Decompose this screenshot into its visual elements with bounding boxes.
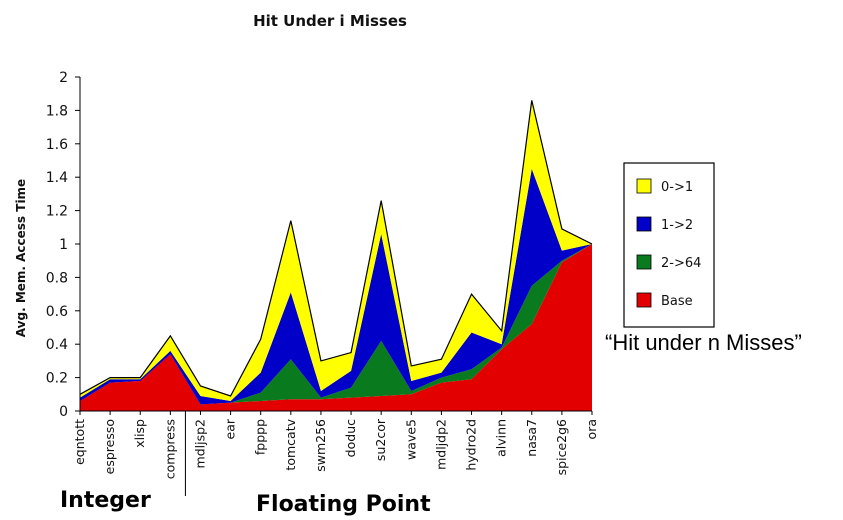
y-tick-label: 0 xyxy=(59,404,68,420)
x-tick-labels: eqntott espresso xlisp compress mdljsp2 ear fp… xyxy=(72,411,599,479)
x-tick-label-compress: compress xyxy=(162,419,177,479)
x-tick-label-fpppp: fpppp xyxy=(253,419,268,455)
stacked-areas xyxy=(79,100,593,411)
y-tick-label: 1.2 xyxy=(46,204,68,220)
chart-title: Hit Under i Misses xyxy=(253,12,407,30)
legend-label-2-64: 2->64 xyxy=(661,256,701,271)
area-series-0-1 xyxy=(80,100,592,401)
x-tick-label-doduc: doduc xyxy=(343,419,358,457)
x-tick-label-hydro2d: hydro2d xyxy=(464,419,479,471)
x-tick-label-mdljdp2: mdljdp2 xyxy=(433,419,448,470)
y-tick-label: 1.6 xyxy=(46,137,68,153)
total-outline xyxy=(79,100,593,397)
y-tick-label: 0.6 xyxy=(46,304,68,320)
x-tick-label-ear: ear xyxy=(223,418,238,439)
legend-swatch-2-64 xyxy=(636,254,652,270)
x-tick-label-xlisp: xlisp xyxy=(132,419,147,448)
legend-swatch-base xyxy=(636,292,652,308)
y-tick-label: 0.8 xyxy=(46,270,68,286)
area-series-1-2 xyxy=(80,168,592,405)
x-tick-label-mdljsp2: mdljsp2 xyxy=(192,419,207,468)
legend-label-base: Base xyxy=(661,294,693,309)
y-tick-label: 0.2 xyxy=(46,371,68,387)
x-tick-label-espresso: espresso xyxy=(102,419,117,474)
x-tick-label-su2cor: su2cor xyxy=(373,418,388,461)
y-tick-label: 0.4 xyxy=(46,337,68,353)
legend-swatch-1-2 xyxy=(636,216,652,232)
legend-label-1-2: 1->2 xyxy=(661,218,693,233)
y-tick-label: 1.4 xyxy=(46,170,68,186)
y-axis-label: Avg. Mem. Access Time xyxy=(14,179,28,337)
legend-swatch-0-1 xyxy=(636,178,652,194)
x-tick-label-spice2g6: spice2g6 xyxy=(554,419,569,475)
x-tick-label-alvinn: alvinn xyxy=(494,419,509,457)
y-tick-labels: 0 0.2 0.4 0.6 0.8 1 1.2 1.4 1.6 1.8 2 xyxy=(46,70,80,420)
y-tick-label: 1 xyxy=(59,237,68,253)
legend: 0->1 1->2 2->64 Base xyxy=(623,162,715,328)
area-series-base xyxy=(80,244,592,411)
x-tick-label-wave5: wave5 xyxy=(403,419,418,460)
x-tick-label-eqntott: eqntott xyxy=(72,419,87,465)
x-tick-label-ora: ora xyxy=(584,419,599,439)
legend-label-0-1: 0->1 xyxy=(661,180,693,195)
x-tick-label-nasa7: nasa7 xyxy=(524,419,539,457)
y-tick-label: 1.8 xyxy=(46,103,68,119)
group-label-floating-point: Floating Point xyxy=(256,492,431,517)
group-label-integer: Integer xyxy=(60,488,151,513)
y-tick-label: 2 xyxy=(59,70,68,86)
x-tick-label-swm256: swm256 xyxy=(313,419,328,472)
x-tick-label-tomcatv: tomcatv xyxy=(283,418,298,470)
annotation-hit-under-n-misses: “Hit under n Misses” xyxy=(605,330,802,355)
